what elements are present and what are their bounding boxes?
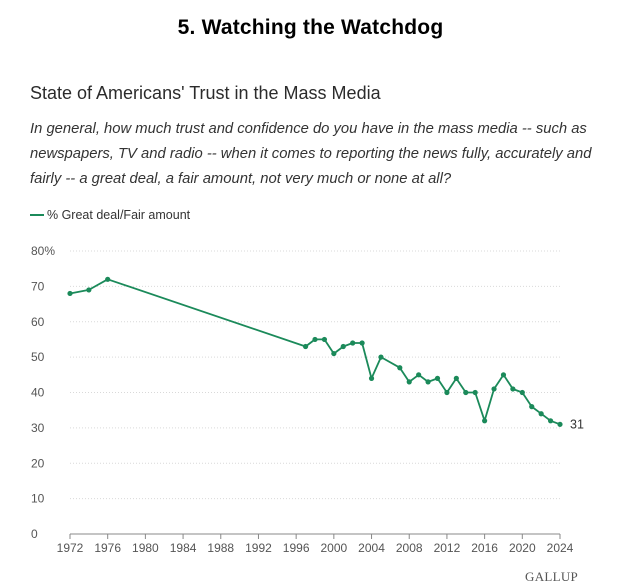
data-point xyxy=(538,411,544,417)
x-tick-label: 2012 xyxy=(434,541,461,555)
x-tick-label: 1972 xyxy=(57,541,84,555)
data-point xyxy=(321,336,328,343)
data-point xyxy=(491,386,497,392)
y-tick-label: 20 xyxy=(31,456,45,470)
y-tick-label: 60 xyxy=(31,315,45,329)
data-point xyxy=(86,287,92,293)
data-point xyxy=(453,375,459,381)
data-point xyxy=(529,404,535,410)
data-point xyxy=(500,372,507,378)
x-tick-label: 2008 xyxy=(396,541,423,555)
legend: % Great deal/Fair amount xyxy=(30,208,190,222)
x-tick-label: 2020 xyxy=(509,541,536,555)
data-point xyxy=(331,350,337,357)
page-heading: 5. Watching the Watchdog xyxy=(177,16,444,39)
data-point xyxy=(67,290,73,297)
data-point xyxy=(302,343,309,350)
data-point xyxy=(340,343,346,350)
data-point xyxy=(482,418,488,424)
data-point xyxy=(359,340,365,346)
end-value-label: 31 xyxy=(570,417,584,431)
x-tick-label: 1984 xyxy=(170,541,197,555)
x-tick-label: 1980 xyxy=(132,541,159,555)
data-point xyxy=(463,389,469,396)
x-tick-label: 2024 xyxy=(547,541,574,555)
data-point xyxy=(350,340,356,346)
data-point xyxy=(444,389,450,396)
chart-title: State of Americans' Trust in the Mass Me… xyxy=(30,83,381,103)
y-tick-label: 0 xyxy=(31,527,38,541)
x-tick-label: 2016 xyxy=(471,541,498,555)
x-tick-label: 2000 xyxy=(320,541,347,555)
x-tick-label: 2004 xyxy=(358,541,385,555)
y-tick-label: 50 xyxy=(31,350,45,364)
x-tick-label: 1976 xyxy=(94,541,121,555)
data-point xyxy=(472,389,478,396)
data-point xyxy=(557,421,563,427)
data-point xyxy=(510,386,516,392)
data-point xyxy=(378,354,384,360)
legend-swatch xyxy=(30,214,44,216)
data-point xyxy=(406,379,412,385)
x-tick-label: 1988 xyxy=(207,541,234,555)
data-point xyxy=(425,379,431,385)
data-point xyxy=(519,389,525,396)
x-tick-label: 1996 xyxy=(283,541,310,555)
data-point xyxy=(312,336,318,343)
x-tick-label: 1992 xyxy=(245,541,272,555)
data-point xyxy=(397,365,403,371)
data-point xyxy=(105,276,111,282)
data-point xyxy=(434,375,441,381)
y-tick-label: 40 xyxy=(31,386,45,400)
y-tick-label: 10 xyxy=(31,492,45,506)
series-line xyxy=(69,278,561,426)
legend-label: % Great deal/Fair amount xyxy=(47,208,191,222)
data-point xyxy=(547,418,554,424)
chart-subtitle: In general, how much trust and confidenc… xyxy=(30,121,592,187)
y-tick-label: 80% xyxy=(31,244,55,258)
source-logo: GALLUP xyxy=(525,569,579,584)
data-point xyxy=(368,375,375,381)
y-tick-label: 70 xyxy=(31,279,45,293)
data-point xyxy=(416,372,422,378)
y-tick-label: 30 xyxy=(31,421,45,435)
